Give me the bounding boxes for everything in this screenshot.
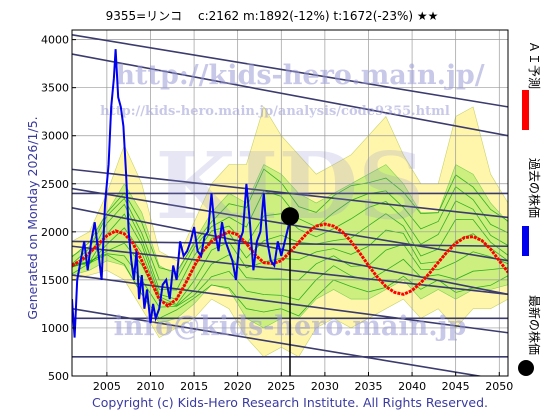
series-layer — [72, 49, 508, 376]
y-tick-label: 500 — [48, 370, 69, 383]
legend-latest-swatch — [518, 360, 534, 376]
y-tick-label: 3000 — [41, 130, 69, 143]
x-tick-label: 2005 — [93, 380, 121, 393]
latest-marker — [281, 207, 299, 226]
x-axis: 2005 2010 2015 2020 2025 2030 2035 2040 2045 2050 — [93, 372, 513, 393]
y-tick-label: 1500 — [41, 274, 69, 287]
legend-past-swatch — [522, 226, 529, 256]
x-tick-label: 2025 — [267, 380, 295, 393]
y-tick-label: 4000 — [41, 34, 69, 47]
copyright: Copyright (c) Kids-Hero Research Institu… — [92, 395, 488, 410]
watermark-analysis-url: http://kids-hero.main.jp/analysis/code93… — [100, 104, 450, 119]
legend-past-label: 過去の株価 — [527, 158, 542, 218]
y-tick-label: 2000 — [41, 226, 69, 239]
x-tick-label: 2015 — [180, 380, 208, 393]
trend-line — [72, 53, 508, 137]
prediction-line — [72, 222, 508, 308]
legend-ai-label: ＡＩ予測 — [527, 41, 541, 89]
legend: ＡＩ予測 過去の株価 最新の株価 — [518, 41, 542, 376]
x-tick-label: 2050 — [485, 380, 513, 393]
x-tick-label: 2045 — [442, 380, 470, 393]
x-tick-label: 2035 — [354, 380, 382, 393]
x-tick-label: 2020 — [224, 380, 252, 393]
y-tick-label: 1000 — [41, 322, 69, 335]
generated-date: Generated on Monday 2026/1/5. — [25, 116, 40, 319]
trend-line — [72, 34, 508, 108]
x-tick-label: 2040 — [398, 380, 426, 393]
plot-frame — [71, 29, 509, 377]
simulated-path — [72, 168, 508, 273]
watermark-url: http://kids-hero.main.jp/ — [115, 60, 484, 91]
legend-ai-swatch — [522, 90, 529, 130]
price-line — [72, 49, 291, 338]
y-axis: 500 1000 1500 2000 2500 3000 3500 4000 — [41, 34, 76, 383]
y-tick-label: 2500 — [41, 178, 69, 191]
x-tick-label: 2010 — [136, 380, 164, 393]
chart-title: 9355=リンコ c:2162 m:1892(-12%) t:1672(-23%… — [106, 9, 439, 23]
y-tick-label: 3500 — [41, 82, 69, 95]
plot-layer: http://kids-hero.main.jp/ http://kids-he… — [72, 30, 508, 376]
legend-latest-label: 最新の株価 — [527, 295, 542, 355]
watermark-layer: http://kids-hero.main.jp/ http://kids-he… — [100, 60, 485, 342]
x-tick-label: 2030 — [311, 380, 339, 393]
